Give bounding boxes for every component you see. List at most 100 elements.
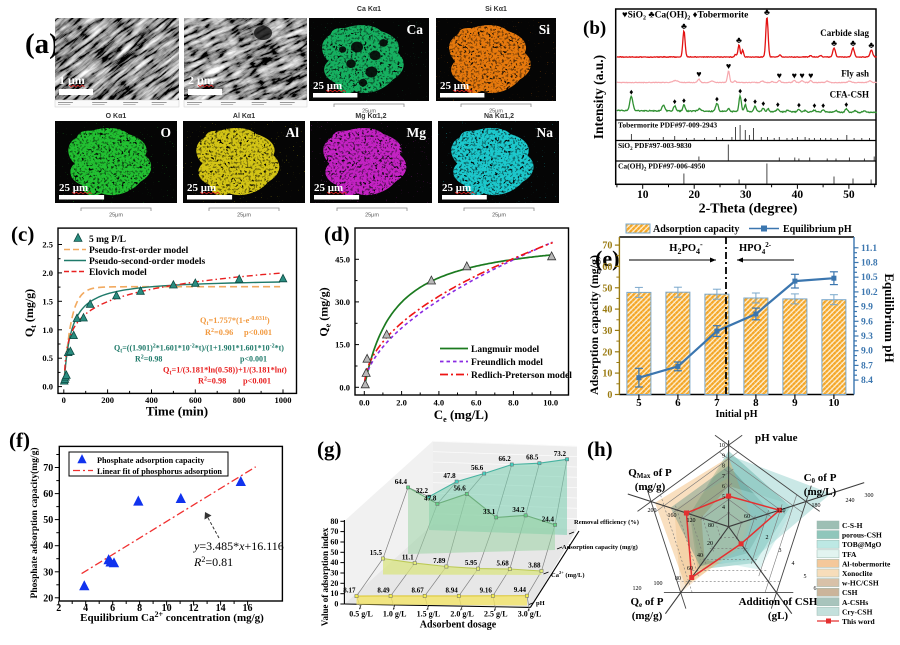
svg-text:♦: ♦ <box>753 97 757 106</box>
svg-text:180: 180 <box>812 503 821 509</box>
svg-text:50: 50 <box>330 548 338 557</box>
svg-text:Freundlich model: Freundlich model <box>471 358 543 368</box>
svg-text:60: 60 <box>330 537 338 546</box>
svg-text:5: 5 <box>722 495 725 501</box>
svg-text:Ca Kα1: Ca Kα1 <box>357 6 381 13</box>
svg-text:24.4: 24.4 <box>542 515 555 523</box>
svg-text:♥: ♥ <box>777 71 782 81</box>
svg-text:9.6: 9.6 <box>861 317 873 327</box>
svg-text:5: 5 <box>636 397 642 409</box>
svg-text:0: 0 <box>334 600 338 609</box>
svg-text:7: 7 <box>722 474 725 480</box>
svg-text:25μm: 25μm <box>489 109 503 115</box>
svg-text:20: 20 <box>43 593 53 604</box>
svg-text:25μm: 25μm <box>109 213 123 219</box>
svg-text:Pseudo-second-order models: Pseudo-second-order models <box>89 257 205 267</box>
svg-text:Adsorption capacity (mg/g): Adsorption capacity (mg/g) <box>587 255 601 395</box>
svg-text:100: 100 <box>654 581 663 587</box>
svg-text:2 μm: 2 μm <box>188 73 214 87</box>
svg-text:10: 10 <box>602 369 612 380</box>
svg-text:Ca(OH)2 PDF#97-006-4950: Ca(OH)2 PDF#97-006-4950 <box>618 162 706 173</box>
svg-text:♦: ♦ <box>821 101 825 110</box>
svg-text:Equilibrium pH: Equilibrium pH <box>882 273 897 362</box>
svg-text:25 μm: 25 μm <box>313 80 342 92</box>
svg-text:Equilibrium pH: Equilibrium pH <box>783 224 852 235</box>
svg-text:73.2: 73.2 <box>554 450 567 458</box>
svg-text:32.2: 32.2 <box>416 487 429 495</box>
svg-text:Na Kα1,2: Na Kα1,2 <box>484 113 514 120</box>
svg-text:300: 300 <box>865 493 874 499</box>
svg-text:47.8: 47.8 <box>424 494 437 502</box>
svg-text:40: 40 <box>697 553 703 559</box>
svg-text:40: 40 <box>792 189 804 201</box>
svg-text:Xonoclite: Xonoclite <box>842 569 873 578</box>
svg-text:2.0: 2.0 <box>396 398 407 408</box>
svg-text:Time (min): Time (min) <box>146 404 208 419</box>
svg-text:Qe of P: Qe of P <box>630 596 663 609</box>
svg-text:w-HC/CSH: w-HC/CSH <box>842 579 879 588</box>
svg-text:Adsorbent dosage: Adsorbent dosage <box>420 620 497 631</box>
svg-text:9: 9 <box>792 397 798 409</box>
svg-text:8: 8 <box>722 464 725 470</box>
svg-text:Qt=((1.901)2*1.601*10-2*t)/(1+: Qt=((1.901)2*1.601*10-2*t)/(1+1.901*1.60… <box>114 344 284 355</box>
svg-text:56.6: 56.6 <box>471 464 484 472</box>
svg-text:9: 9 <box>722 453 725 459</box>
svg-text:0: 0 <box>607 390 612 401</box>
svg-text:♥SiO2 ♣Ca(OH)2 ♦Tobermorite: ♥SiO2 ♣Ca(OH)2 ♦Tobermorite <box>622 10 748 22</box>
svg-text:CSH: CSH <box>842 588 858 597</box>
svg-text:(mg/L): (mg/L) <box>804 486 837 498</box>
svg-text:(f): (f) <box>9 428 30 452</box>
svg-text:120: 120 <box>633 586 642 592</box>
svg-text:25μm: 25μm <box>237 213 251 219</box>
svg-text:8.67: 8.67 <box>411 586 424 594</box>
svg-text:(b): (b) <box>583 18 606 39</box>
svg-text:2.5: 2.5 <box>42 240 53 250</box>
svg-text:♥: ♥ <box>726 61 731 71</box>
svg-text:60: 60 <box>43 489 53 500</box>
svg-text:Value of adsorption index: Value of adsorption index <box>320 527 330 626</box>
svg-text:(mg/g): (mg/g) <box>635 481 666 493</box>
svg-text:♦: ♦ <box>682 96 686 105</box>
svg-text:80: 80 <box>330 517 338 526</box>
svg-text:6: 6 <box>110 603 115 614</box>
svg-text:400: 400 <box>145 395 158 405</box>
svg-text:30: 30 <box>43 567 53 578</box>
svg-text:♦: ♦ <box>761 99 765 108</box>
svg-text:p<0.001: p<0.001 <box>244 328 272 337</box>
svg-text:C-S-H: C-S-H <box>842 521 863 530</box>
svg-text:♣: ♣ <box>764 7 770 17</box>
svg-text:15.0: 15.0 <box>335 340 350 350</box>
svg-text:20: 20 <box>689 189 701 201</box>
svg-text:1.0 g/L: 1.0 g/L <box>383 610 407 619</box>
svg-text:14: 14 <box>216 603 226 614</box>
svg-text:2.0: 2.0 <box>42 268 53 278</box>
svg-text:2.0 g/L: 2.0 g/L <box>450 610 474 619</box>
svg-text:A-CSHs: A-CSHs <box>842 598 868 607</box>
svg-text:y=3.485*x+16.116: y=3.485*x+16.116 <box>193 539 284 553</box>
svg-text:Phosphate adsorption capacity: Phosphate adsorption capacity <box>97 456 205 465</box>
svg-text:7.89: 7.89 <box>433 557 446 565</box>
svg-text:600: 600 <box>189 395 202 405</box>
svg-text:40: 40 <box>330 558 338 567</box>
svg-text:6: 6 <box>675 397 681 409</box>
svg-text:10: 10 <box>828 397 840 409</box>
svg-text:25 μm: 25 μm <box>314 182 343 194</box>
svg-text:30.0: 30.0 <box>335 297 350 307</box>
svg-text:O Kα1: O Kα1 <box>106 113 127 120</box>
svg-text:♦: ♦ <box>629 88 633 97</box>
svg-text:Langmuir model: Langmuir model <box>471 345 540 355</box>
svg-text:4: 4 <box>792 561 795 567</box>
svg-text:Ce (mg/L): Ce (mg/L) <box>434 407 488 424</box>
svg-text:Elovich model: Elovich model <box>89 268 147 278</box>
svg-text:5: 5 <box>804 574 807 580</box>
svg-text:CFA-CSH: CFA-CSH <box>830 90 869 100</box>
svg-text:4.0: 4.0 <box>434 398 445 408</box>
svg-text:200: 200 <box>648 508 657 514</box>
svg-text:240: 240 <box>846 498 855 504</box>
svg-text:11.1: 11.1 <box>861 244 877 254</box>
svg-text:8.49: 8.49 <box>377 586 390 594</box>
svg-text:30: 30 <box>330 568 338 577</box>
svg-text:25μm: 25μm <box>492 213 506 219</box>
svg-text:9.9: 9.9 <box>861 303 873 313</box>
svg-text:♣: ♣ <box>831 38 837 48</box>
